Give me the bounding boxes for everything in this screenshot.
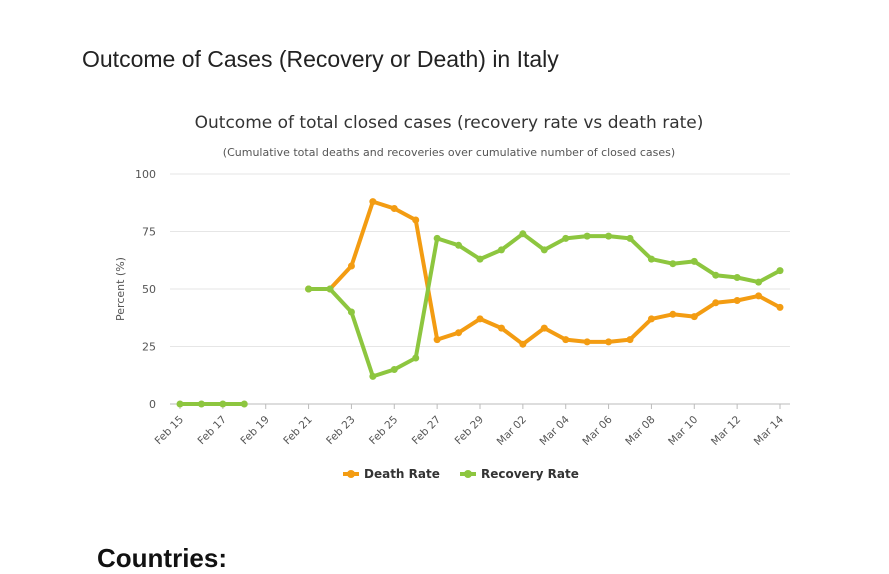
legend-label: Death Rate bbox=[364, 467, 440, 481]
legend-item-death-rate[interactable]: Death Rate bbox=[343, 467, 440, 481]
x-tick-label: Mar 10 bbox=[666, 414, 700, 448]
data-point-death-rate bbox=[733, 297, 741, 304]
data-point-recovery-rate bbox=[690, 257, 698, 265]
data-point-recovery-rate bbox=[605, 232, 613, 240]
line-chart: Outcome of total closed cases (recovery … bbox=[114, 113, 790, 481]
data-point-recovery-rate bbox=[390, 366, 398, 373]
data-point-recovery-rate bbox=[369, 372, 377, 380]
data-point-recovery-rate bbox=[197, 400, 205, 408]
data-point-recovery-rate bbox=[455, 241, 463, 249]
series-recovery-rate bbox=[176, 230, 784, 408]
data-point-death-rate bbox=[626, 336, 634, 344]
x-tick-label: Mar 02 bbox=[495, 414, 529, 448]
data-point-recovery-rate bbox=[776, 267, 784, 275]
legend-item-recovery-rate[interactable]: Recovery Rate bbox=[460, 467, 579, 481]
data-point-recovery-rate bbox=[626, 234, 634, 242]
y-tick-label: 50 bbox=[142, 283, 156, 296]
data-point-death-rate bbox=[776, 303, 784, 311]
data-point-death-rate bbox=[562, 336, 570, 344]
data-point-death-rate bbox=[583, 338, 591, 346]
data-point-recovery-rate bbox=[733, 274, 741, 281]
data-point-recovery-rate bbox=[519, 230, 527, 238]
data-point-death-rate bbox=[347, 262, 355, 270]
legend[interactable]: Death Rate Recovery Rate bbox=[343, 467, 579, 481]
legend-swatch-dot bbox=[464, 470, 472, 478]
x-tick-label: Feb 23 bbox=[324, 414, 357, 447]
data-point-death-rate bbox=[433, 336, 441, 344]
x-tick-label: Mar 12 bbox=[709, 414, 743, 448]
data-point-death-rate bbox=[540, 324, 548, 332]
data-point-recovery-rate bbox=[712, 271, 720, 279]
x-tick-label: Mar 06 bbox=[580, 413, 615, 448]
data-point-recovery-rate bbox=[433, 234, 441, 242]
data-point-recovery-rate bbox=[240, 400, 248, 408]
y-axis-label: Percent (%) bbox=[114, 257, 127, 321]
data-point-recovery-rate bbox=[305, 285, 313, 293]
x-tick-label: Feb 17 bbox=[196, 414, 229, 447]
data-point-recovery-rate bbox=[583, 232, 591, 240]
data-point-death-rate bbox=[755, 292, 763, 300]
y-tick-label: 0 bbox=[149, 398, 156, 411]
legend-label: Recovery Rate bbox=[481, 467, 579, 481]
page-title: Outcome of Cases (Recovery or Death) in … bbox=[82, 46, 559, 72]
y-axis-ticks: 0 25 50 75 100 bbox=[135, 168, 156, 411]
legend-swatch-dot bbox=[347, 470, 355, 478]
x-tick-label: Mar 08 bbox=[623, 414, 657, 448]
data-point-recovery-rate bbox=[669, 260, 677, 268]
y-tick-label: 25 bbox=[142, 341, 156, 354]
data-point-recovery-rate bbox=[755, 278, 763, 286]
data-point-recovery-rate bbox=[476, 255, 484, 263]
x-tick-label: Feb 15 bbox=[153, 414, 186, 447]
data-point-death-rate bbox=[519, 340, 527, 348]
x-axis-ticks: Feb 15 Feb 17 Feb 19 Feb 21 Feb 23 Feb 25 Feb … bbox=[153, 404, 787, 448]
y-tick-label: 100 bbox=[135, 168, 156, 181]
chart-title: Outcome of total closed cases (recovery … bbox=[195, 113, 704, 133]
x-tick-label: Mar 04 bbox=[538, 413, 573, 448]
data-point-death-rate bbox=[455, 329, 463, 337]
data-point-death-rate bbox=[712, 299, 720, 307]
data-point-death-rate bbox=[412, 216, 420, 224]
data-point-death-rate bbox=[369, 198, 377, 206]
data-point-death-rate bbox=[647, 315, 655, 323]
x-tick-label: Feb 29 bbox=[453, 414, 486, 447]
data-point-death-rate bbox=[390, 205, 398, 212]
data-point-recovery-rate bbox=[347, 308, 355, 316]
data-point-recovery-rate bbox=[540, 246, 548, 254]
data-point-death-rate bbox=[669, 310, 677, 318]
x-tick-label: Feb 19 bbox=[238, 414, 271, 447]
grid-lines bbox=[170, 173, 790, 405]
x-tick-label: Mar 14 bbox=[752, 413, 787, 448]
data-point-recovery-rate bbox=[497, 246, 505, 254]
data-point-recovery-rate bbox=[412, 354, 420, 362]
x-tick-label: Feb 25 bbox=[367, 414, 400, 447]
data-point-death-rate bbox=[497, 324, 505, 332]
data-point-recovery-rate bbox=[562, 234, 570, 242]
data-point-recovery-rate bbox=[326, 285, 334, 293]
countries-heading: Countries: bbox=[97, 543, 227, 573]
data-point-death-rate bbox=[690, 313, 698, 321]
data-point-recovery-rate bbox=[647, 255, 655, 263]
data-point-death-rate bbox=[605, 338, 613, 346]
y-tick-label: 75 bbox=[142, 226, 156, 239]
data-point-recovery-rate bbox=[219, 400, 227, 408]
data-point-recovery-rate bbox=[176, 400, 184, 408]
x-tick-label: Feb 27 bbox=[410, 414, 443, 447]
data-point-death-rate bbox=[476, 315, 484, 323]
series-group bbox=[176, 198, 784, 408]
x-tick-label: Feb 21 bbox=[281, 414, 314, 447]
chart-subtitle: (Cumulative total deaths and recoveries … bbox=[223, 146, 675, 159]
